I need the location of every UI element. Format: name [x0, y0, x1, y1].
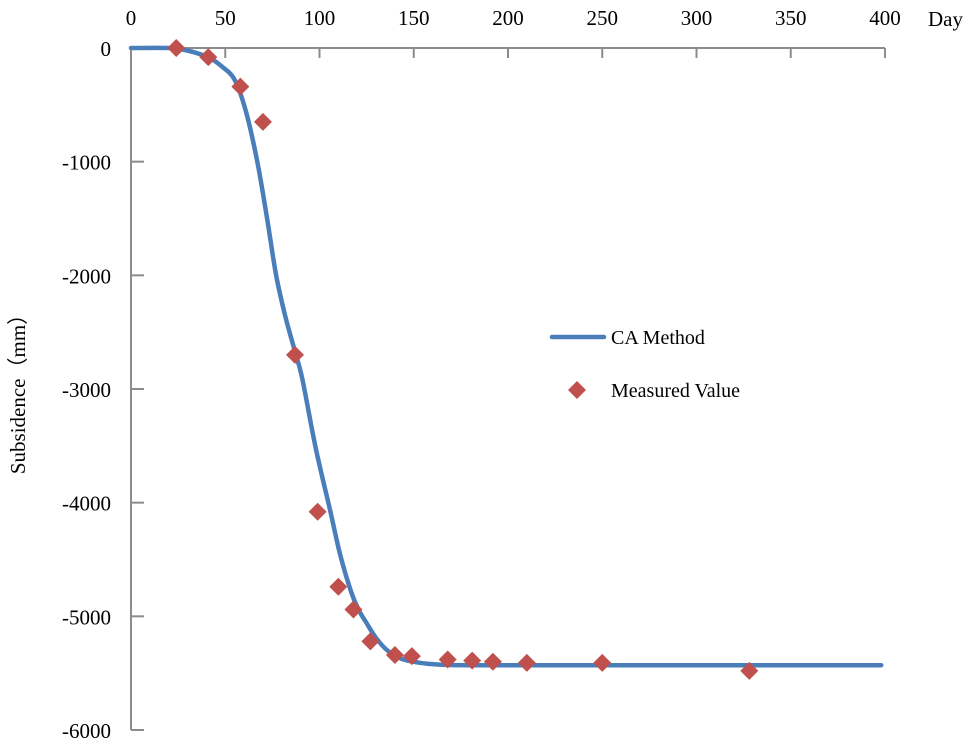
y-tick-label: -6000	[62, 719, 111, 743]
measured-value-marker	[329, 577, 348, 596]
y-tick-label: -1000	[62, 151, 111, 175]
measured-value-marker	[285, 345, 304, 364]
legend-label-ca-method: CA Method	[611, 327, 705, 349]
y-tick-label: -4000	[62, 492, 111, 516]
measured-value-marker	[483, 652, 502, 671]
measured-value-marker	[361, 632, 380, 651]
y-tick-label: 0	[101, 37, 112, 61]
y-axis: 0 -1000 -2000 -3000 -4000 -5000 -6000	[62, 37, 144, 743]
measured-value-marker	[344, 600, 363, 619]
x-tick-label: 400	[869, 6, 901, 30]
measured-value-marker	[438, 650, 457, 669]
y-tick-label: -5000	[62, 605, 111, 629]
measured-value-marker	[463, 651, 482, 670]
measured-value-marker	[740, 661, 759, 680]
y-tick-label: -2000	[62, 264, 111, 288]
measured-value-marker	[308, 502, 327, 521]
x-tick-label: 300	[681, 6, 713, 30]
x-tick-label: 200	[492, 6, 524, 30]
ca-method-line	[128, 45, 884, 668]
measured-value-marker	[593, 653, 612, 672]
measured-value-marker	[517, 653, 536, 672]
measured-value-marker	[385, 645, 404, 664]
legend-label-measured-value: Measured Value	[611, 380, 740, 402]
measured-value-marker	[253, 112, 272, 131]
x-tick-label: 350	[775, 6, 807, 30]
x-axis: 0 50 100 150 200 250 300 350 400	[126, 6, 901, 58]
measured-value-marker	[167, 39, 186, 57]
y-tick-label: -3000	[62, 378, 111, 402]
measured-value-marker	[402, 647, 421, 666]
y-axis-title: Subsidence（mm）	[6, 304, 30, 474]
legend: CA Method Measured Value	[549, 327, 740, 402]
measured-value-marker	[231, 77, 250, 96]
plot-area	[128, 39, 884, 680]
x-tick-label: 50	[215, 6, 236, 30]
measured-value-markers	[167, 39, 759, 680]
measured-value-marker	[199, 48, 218, 67]
x-axis-title: Day	[928, 7, 963, 31]
x-tick-label: 150	[398, 6, 430, 30]
legend-diamond-icon	[568, 381, 586, 399]
x-tick-label: 250	[587, 6, 619, 30]
x-tick-label: 100	[304, 6, 336, 30]
x-tick-label: 0	[126, 6, 137, 30]
